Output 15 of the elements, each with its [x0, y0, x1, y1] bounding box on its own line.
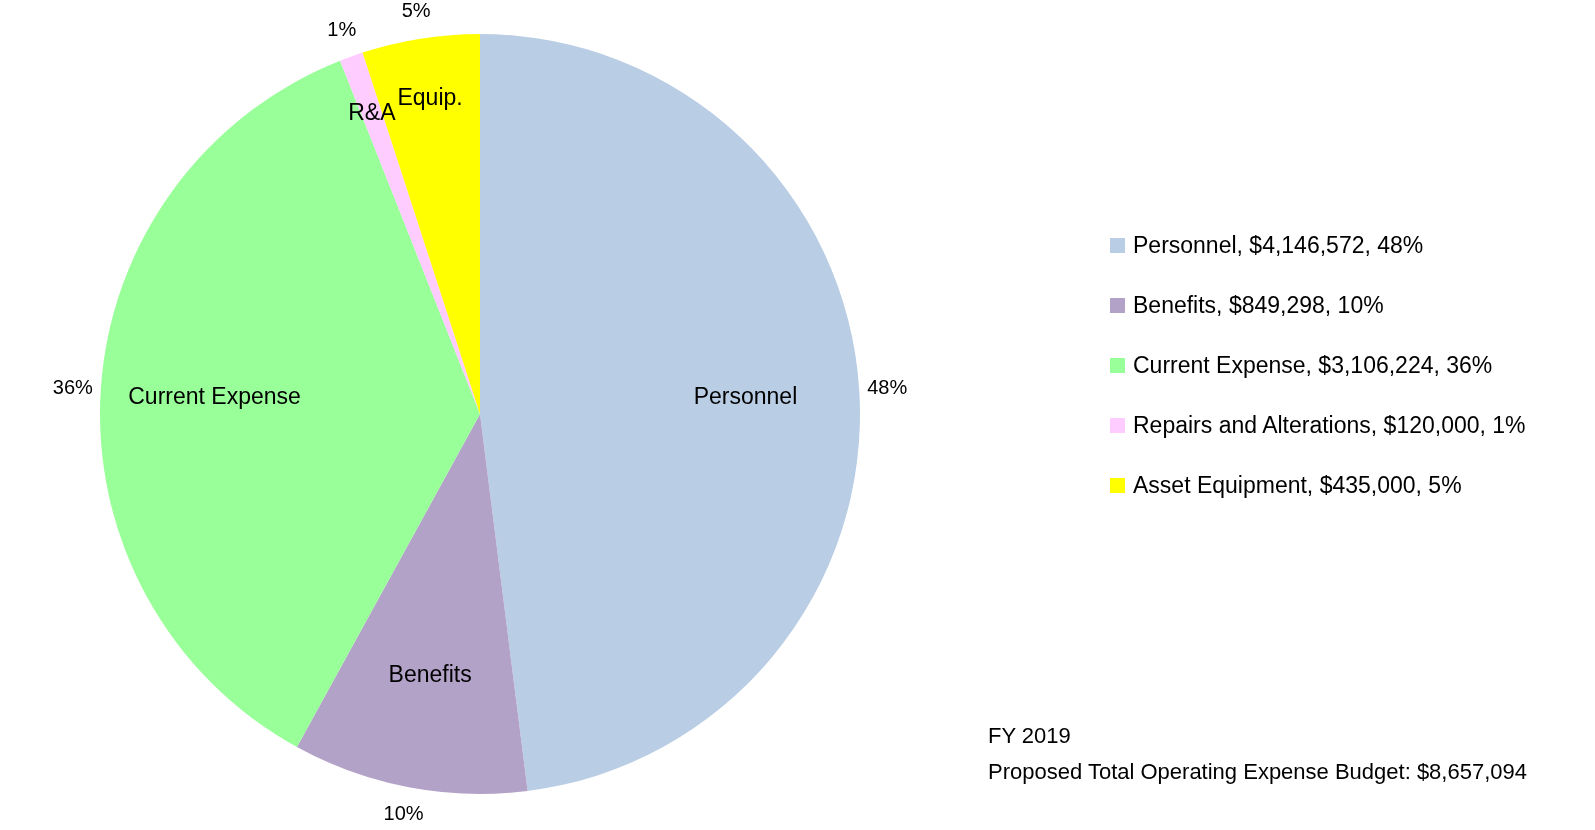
legend-label: Asset Equipment, $435,000, 5% [1133, 471, 1462, 499]
data-label: 48% [867, 375, 908, 398]
legend-label: Repairs and Alterations, $120,000, 1% [1133, 411, 1526, 439]
data-label: 5% [401, 0, 431, 21]
text: Current Expense [128, 382, 301, 409]
legend-label: Benefits, $849,298, 10% [1133, 291, 1384, 319]
legend-label: Personnel, $4,146,572, 48% [1133, 231, 1424, 259]
data-label: 36% [52, 375, 94, 398]
data-label: 1% [327, 17, 357, 40]
text: Personnel [693, 382, 798, 409]
legend-label: Current Expense, $3,106,224, 36% [1133, 351, 1493, 379]
text: FY 2019 Proposed Total Operating Expense Budget: $8,657,094 [988, 722, 1527, 786]
text: Benefits [388, 660, 472, 687]
text: Equip. [397, 84, 463, 111]
data-label: 10% [383, 802, 424, 825]
